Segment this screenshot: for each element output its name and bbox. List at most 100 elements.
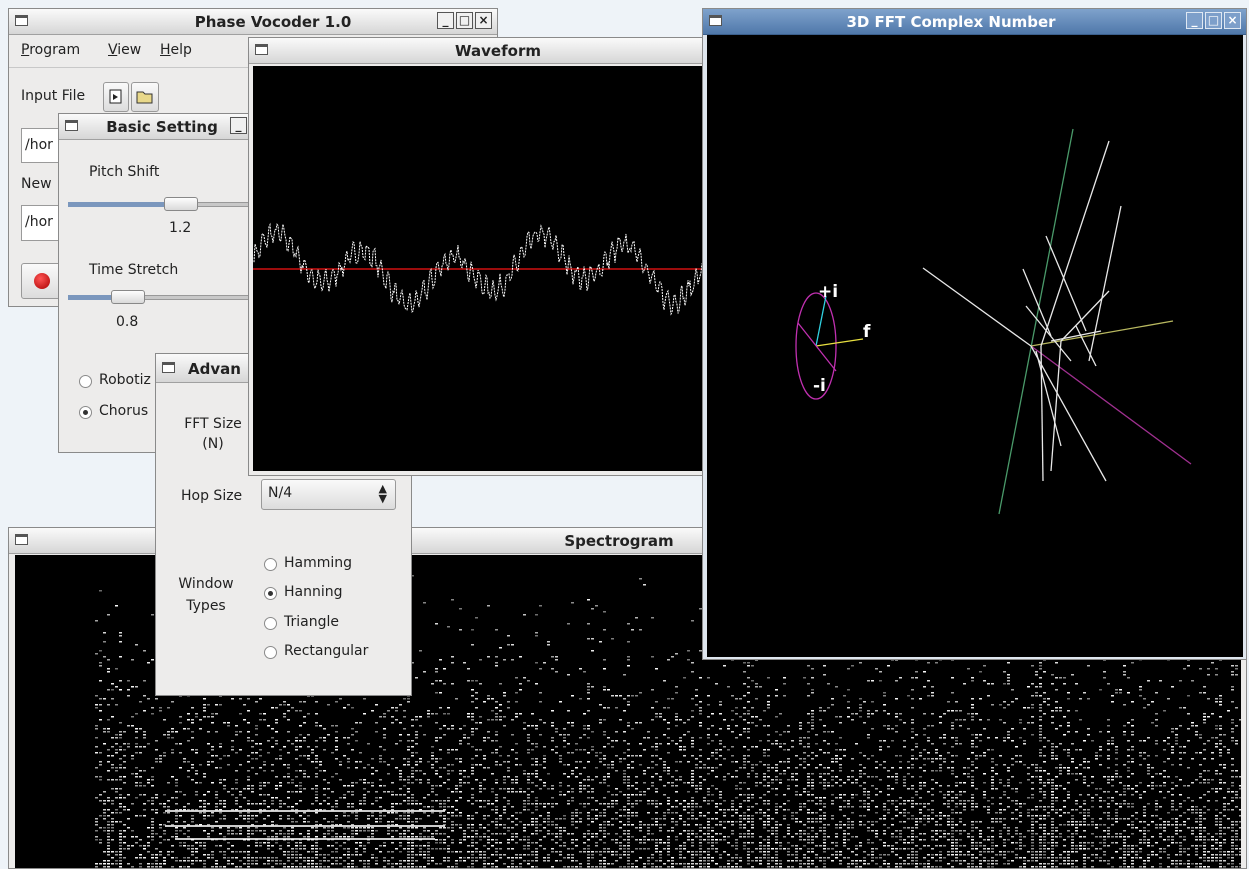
spectrogram-cell [143,770,146,772]
spectrogram-cell [315,851,318,853]
spectrogram-cell [755,776,758,778]
spectrogram-cell [627,797,630,799]
spectrogram-cell [655,755,658,757]
spectrogram-cell [743,767,746,769]
spectrogram-cell [347,821,350,823]
spectrogram-cell [719,728,722,730]
spectrogram-cell [943,833,946,835]
spectrogram-cell [543,767,546,769]
close[interactable]: × [475,12,492,29]
spectrogram-cell [475,707,478,709]
spectrogram-cell [635,848,638,850]
spectrogram-cell [923,845,926,847]
spectrogram-cell [403,812,406,814]
spectrogram-cell [663,719,666,721]
spectrogram-cell [195,713,198,715]
spectrogram-cell [391,716,394,718]
spectrogram-cell [379,818,382,820]
spectrogram-cell [655,845,658,847]
spectrogram-cell [1007,839,1010,841]
spectrogram-cell [839,860,842,862]
spectrogram-cell [991,776,994,778]
spectrogram-cell [343,854,346,856]
spectrogram-cell [363,797,366,799]
spectrogram-cell [991,785,994,787]
spectrogram-cell [783,794,786,796]
spectrogram-cell [459,824,462,826]
spectrogram-cell [247,854,250,856]
spectrogram-cell [1003,857,1006,859]
load-button[interactable] [103,82,129,112]
spectrogram-cell [479,782,482,784]
spectrogram-cell [931,812,934,814]
maximize[interactable]: □ [456,12,473,29]
spectrogram-cell [431,764,434,766]
spectrogram-cell [679,719,682,721]
open-button[interactable] [131,82,159,112]
spectrogram-cell [319,854,322,856]
spectrogram-cell [247,776,250,778]
spectrogram-cell [911,689,914,691]
window-icon[interactable] [15,534,28,545]
spectrogram-cell [763,821,766,823]
spectrogram-cell [851,776,854,778]
spectrogram-cell [579,698,582,700]
spectrogram-cell [415,716,418,718]
minimize[interactable]: _ [437,12,454,29]
spectrogram-cell [707,695,710,697]
spectrogram-cell [335,701,338,703]
spectrogram-cell [503,716,506,718]
spectrogram-cell [119,863,122,865]
spectrogram-cell [119,806,122,808]
spectrogram-cell [551,821,554,823]
spectrogram-cell [715,839,718,841]
spectrogram-cell [643,842,646,844]
spectrogram-cell [175,797,178,799]
spectrogram-cell [483,701,486,703]
spectrogram-cell [95,737,98,739]
spectrogram-cell [335,842,338,844]
spectrogram-cell [715,683,718,685]
spectrogram-cell [703,767,706,769]
menu-item[interactable]: Help [160,42,192,58]
spectrogram-cell [139,785,142,787]
spectrogram-cell [299,770,302,772]
spectrogram-cell [535,827,538,829]
spectrogram-cell [111,683,114,685]
spectrogram-cell [635,782,638,784]
spectrogram-cell [639,629,642,631]
spectrogram-cell [895,836,898,838]
spectrogram-cell [155,860,158,862]
spectrogram-cell [691,716,694,718]
spectrogram-cell [103,641,106,643]
spectrogram-cell [1023,866,1026,868]
menu-item[interactable]: View [108,42,141,58]
spectrogram-cell [571,848,574,850]
spectrogram-cell [755,812,758,814]
spectrogram-cell [655,848,658,850]
spectrogram-cell [507,776,510,778]
spectrogram-cell [427,848,430,850]
menu-item[interactable]: Program [21,42,80,58]
spectrogram-cell [407,845,410,847]
spectrogram-cell [183,806,186,808]
spectrogram-cell [567,800,570,802]
spectrogram-cell [167,851,170,853]
spectrogram-cell [991,758,994,760]
spectrogram-cell [671,821,674,823]
spectrogram-cell [123,731,126,733]
spectrogram-cell [331,863,334,865]
spectrogram-cell [615,794,618,796]
spectrogram-cell [551,656,554,658]
spectrogram-cell [743,728,746,730]
window-icon[interactable] [15,15,28,26]
spectrogram-cell [895,863,898,865]
spectrogram-cell [543,836,546,838]
spectrogram-cell [163,830,166,832]
spectrogram-cell [299,782,302,784]
spectrogram-cell [655,860,658,862]
spectrogram-cell [875,710,878,712]
spectrogram-cell [939,866,942,868]
spectrogram-cell [451,827,454,829]
spectrogram-cell [203,803,206,805]
